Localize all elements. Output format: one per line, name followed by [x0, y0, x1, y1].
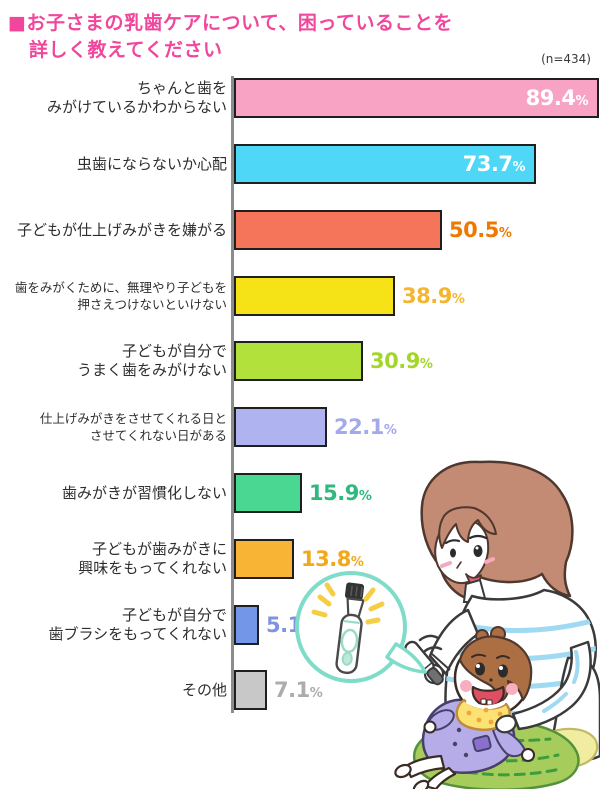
mother-eye	[473, 545, 483, 557]
bar-3	[234, 210, 442, 250]
page-title-line2: 詳しく教えてください	[29, 39, 223, 61]
category-label: 子どもが自分で 歯ブラシをもってくれない	[48, 606, 227, 643]
romper-pocket	[472, 734, 492, 753]
bar-1: 89.4%	[234, 78, 599, 118]
chart-row: 30.9% 子どもが自分で うまく歯をみがけない	[0, 341, 600, 381]
baby-figure	[394, 626, 535, 789]
bib-dots	[466, 707, 503, 725]
chart-row: 5.1%子どもが自分で 歯ブラシをもってくれない	[0, 605, 600, 645]
category-label: 子どもが仕上げみがきを嫌がる	[16, 220, 227, 239]
baby-eye	[475, 662, 485, 676]
chart-row: 7.1% その他	[0, 670, 600, 710]
motion-lines	[418, 634, 443, 653]
category-label: 虫歯にならないか心配	[76, 154, 227, 173]
category-label: ちゃんと歯を みがけているかわからない	[46, 79, 227, 116]
value-label: 7.1%	[274, 678, 323, 702]
value-label: 30.9%	[370, 349, 433, 373]
value-label: 50.5%	[449, 218, 512, 242]
category-label: その他	[181, 680, 227, 699]
value-label: 73.7%	[462, 152, 526, 176]
value-label: 38.9%	[402, 284, 465, 308]
category-label: 仕上げみがきをさせてくれる日と させてくれない日がある	[39, 411, 227, 443]
category-label: 歯みがきが習慣化しない	[61, 483, 227, 502]
chart-row: 15.9% 歯みがきが習慣化しない	[0, 473, 600, 513]
value-label: 13.8%	[301, 547, 364, 571]
chart-row: 50.5% 子どもが仕上げみがきを嫌がる	[0, 210, 600, 250]
category-label: 子どもが歯みがきに 興味をもってくれない	[78, 540, 227, 577]
value-label: 22.1%	[334, 415, 397, 439]
value-label: 89.4%	[525, 86, 589, 110]
chart-row: ちゃんと歯を みがけているかわからない 89.4%	[0, 78, 600, 118]
axis-line	[231, 76, 234, 713]
bar-2: 73.7%	[234, 144, 536, 184]
baby-eye	[498, 664, 508, 678]
baby-mouth	[471, 685, 505, 708]
bar-5	[234, 341, 363, 381]
chart-row: 38.9% 歯をみがくために、無理やり子どもを 押さえつけないといけない	[0, 276, 600, 316]
sparkles	[311, 582, 385, 625]
mother-baby-illustration	[295, 460, 600, 789]
bar-4	[234, 276, 395, 316]
chart-row: 虫歯にならないか心配 73.7%	[0, 144, 600, 184]
bar-7	[234, 473, 302, 513]
sample-size: (n=434)	[541, 52, 591, 66]
page-title: ■お子さまの乳歯ケアについて、困っていることを 詳しく教えてください	[8, 10, 453, 64]
page-title-line1: ■お子さまの乳歯ケアについて、困っていることを	[8, 12, 453, 34]
bar-8	[234, 539, 294, 579]
electric-toothbrush-icon	[335, 582, 365, 675]
category-label: 歯をみがくために、無理やり子どもを 押さえつけないといけない	[14, 280, 227, 312]
bar-10	[234, 670, 267, 710]
chart-row: 13.8% 子どもが歯みがきに 興味をもってくれない	[0, 539, 600, 579]
speech-bubble	[295, 571, 427, 683]
mother-bangs	[438, 506, 497, 549]
bar-9	[234, 605, 259, 645]
mother-arm	[428, 608, 480, 676]
category-label: 子どもが自分で うまく歯をみがけない	[76, 342, 227, 379]
mother-eye	[450, 548, 456, 558]
bar-6	[234, 407, 327, 447]
chart-row: 22.1% 仕上げみがきをさせてくれる日と させてくれない日がある	[0, 407, 600, 447]
value-label: 15.9%	[309, 481, 372, 505]
